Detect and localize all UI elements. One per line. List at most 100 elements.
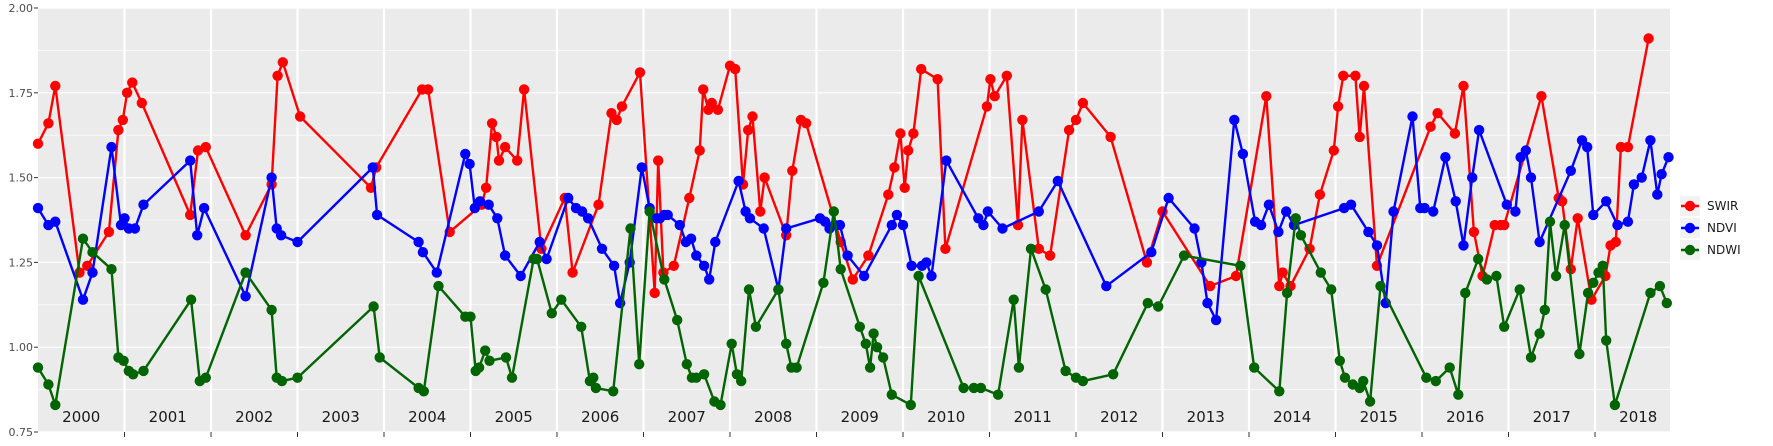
data-point-ndvi: [198, 202, 210, 214]
data-point-ndwi: [975, 382, 987, 394]
data-point-ndvi: [978, 219, 989, 231]
data-point-swir: [787, 165, 798, 176]
data-point-ndwi: [480, 345, 491, 356]
data-point-ndvi: [1520, 145, 1532, 156]
year-label: 2017: [1533, 408, 1571, 426]
data-point-ndvi: [1473, 124, 1485, 136]
data-point-swir: [1643, 33, 1654, 44]
data-point-ndvi: [460, 148, 471, 160]
year-label: 2009: [841, 408, 879, 426]
year-label: 2016: [1446, 408, 1484, 426]
data-point-swir: [730, 63, 741, 75]
data-point-ndvi: [1656, 169, 1667, 180]
data-point-swir: [895, 128, 906, 139]
data-point-ndwi: [1315, 267, 1327, 278]
data-point-swir: [1622, 141, 1634, 153]
data-point-swir: [1105, 131, 1116, 143]
data-point-swir: [800, 118, 812, 129]
data-point-ndwi: [781, 338, 792, 349]
data-point-ndwi: [1444, 362, 1455, 373]
data-point-ndwi: [1281, 287, 1293, 299]
data-point-swir: [1001, 70, 1012, 82]
data-point-swir: [1354, 131, 1365, 143]
data-point-swir: [889, 162, 900, 173]
data-point-ndwi: [1574, 348, 1585, 360]
data-point-ndwi: [1453, 389, 1464, 400]
data-point-swir: [649, 287, 660, 299]
data-point-swir: [1499, 219, 1510, 231]
data-point-ndvi: [492, 213, 503, 224]
data-point-ndvi: [1510, 206, 1521, 217]
data-point-ndwi: [1295, 230, 1307, 241]
data-point-ndwi: [506, 372, 518, 383]
data-point-ndwi: [958, 382, 969, 394]
data-point-swir: [1017, 114, 1028, 126]
data-point-swir: [747, 111, 758, 122]
data-point-swir: [1204, 280, 1216, 292]
data-point-swir: [899, 182, 910, 193]
data-point-swir: [863, 250, 874, 261]
data-point-ndvi: [563, 192, 574, 204]
data-point-ndwi: [1550, 270, 1562, 282]
data-point-ndvi: [1237, 148, 1249, 160]
data-point-ndwi: [791, 362, 802, 373]
data-point-ndwi: [877, 352, 889, 363]
data-point-swir: [759, 172, 770, 183]
data-point-ndvi: [886, 219, 897, 231]
data-point-ndwi: [1588, 277, 1599, 288]
data-point-ndwi: [1339, 372, 1351, 383]
data-point-ndvi: [50, 216, 61, 227]
y-tick-label: 1.75: [9, 87, 34, 100]
data-point-swir: [50, 80, 61, 92]
data-point-ndvi: [1458, 240, 1469, 251]
data-point-ndvi: [275, 230, 287, 241]
data-point-ndwi: [860, 338, 871, 349]
data-point-ndwi: [127, 369, 139, 380]
data-point-ndvi: [541, 253, 552, 265]
data-point-ndvi: [691, 250, 702, 261]
data-point-ndvi: [1663, 152, 1674, 163]
data-point-ndvi: [704, 274, 715, 285]
data-point-swir: [486, 118, 498, 129]
data-point-swir: [103, 226, 115, 238]
data-point-ndwi: [1544, 216, 1556, 227]
data-point-ndwi: [185, 294, 197, 305]
data-point-ndvi: [921, 257, 932, 268]
year-label: 2006: [581, 408, 619, 426]
series-layer: [32, 33, 1674, 411]
data-point-ndvi: [499, 250, 511, 261]
year-label: 2014: [1273, 408, 1311, 426]
data-point-ndvi: [1612, 219, 1623, 231]
data-point-ndwi: [818, 277, 829, 288]
data-point-ndvi: [997, 223, 1008, 234]
data-point-ndvi: [1407, 111, 1418, 122]
data-point-ndvi: [1363, 226, 1374, 238]
data-point-ndvi: [608, 260, 620, 271]
data-point-ndwi: [1235, 260, 1246, 271]
data-point-ndwi: [50, 399, 61, 411]
data-point-ndvi: [576, 206, 588, 217]
data-point-ndwi: [1609, 399, 1621, 411]
data-point-swir: [518, 84, 530, 95]
data-point-swir: [1458, 80, 1469, 92]
data-point-ndwi: [1375, 280, 1386, 292]
data-point-swir: [1449, 128, 1461, 139]
data-point-swir: [1432, 108, 1443, 119]
data-point-swir: [694, 145, 705, 156]
data-point-ndwi: [588, 372, 599, 383]
data-point-ndwi: [1460, 287, 1471, 299]
data-point-ndvi: [926, 270, 937, 282]
data-point-ndwi: [681, 359, 692, 370]
legend: SWIR NDVI NDWI: [1680, 196, 1741, 260]
legend-label-swir: SWIR: [1707, 199, 1738, 213]
data-point-ndwi: [750, 321, 762, 332]
data-point-ndwi: [736, 375, 747, 387]
data-point-swir: [634, 67, 646, 78]
data-point-ndvi: [192, 230, 203, 241]
data-point-swir: [1610, 236, 1622, 248]
data-point-ndvi: [698, 260, 710, 271]
data-point-ndwi: [1525, 352, 1537, 363]
data-point-ndvi: [906, 260, 917, 271]
